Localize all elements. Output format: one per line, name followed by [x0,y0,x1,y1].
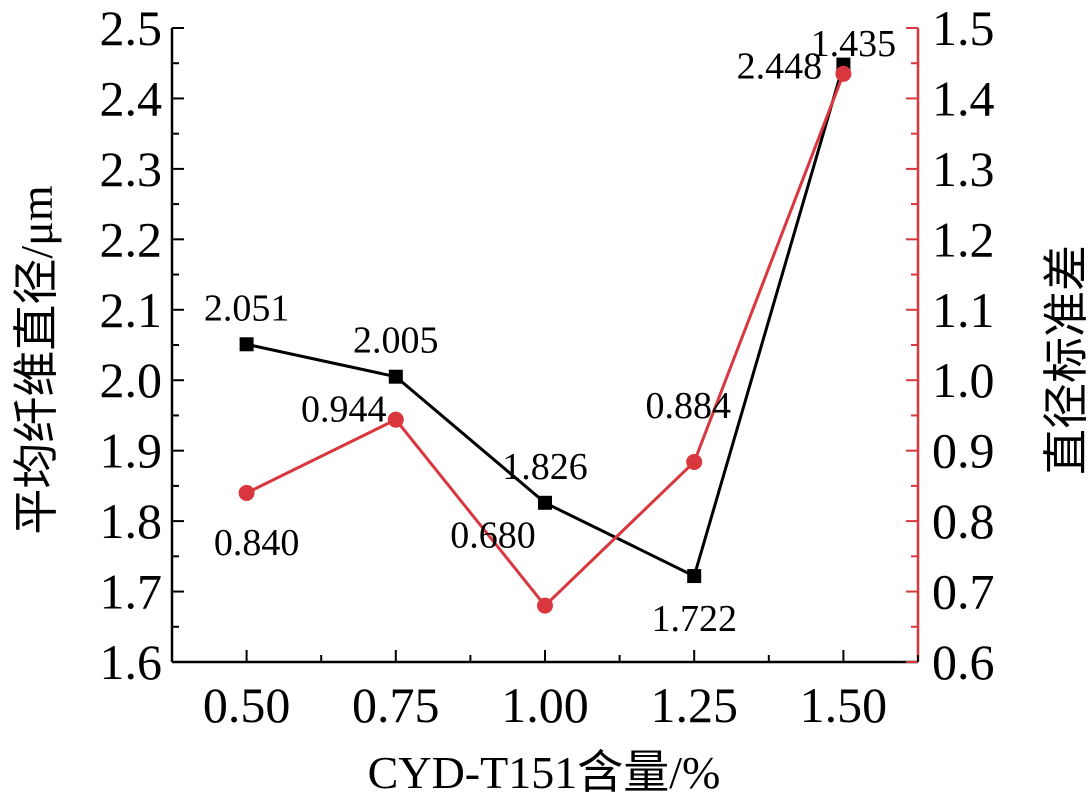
series-diameter-point [687,569,702,584]
data-label-diameter: 2.448 [737,46,823,88]
y2-tick-label: 0.9 [932,423,995,479]
x-tick-label: 1.25 [650,677,738,733]
data-label-std: 0.840 [214,522,300,564]
data-label-diameter: 1.826 [502,446,588,488]
series-std-line [245,73,845,608]
y-tick-label: 1.9 [100,423,163,479]
data-label-std: 0.680 [450,515,536,557]
y-tick-label: 2.0 [100,352,163,408]
data-label-std: 0.944 [301,389,387,431]
y2-tick-label: 0.6 [932,634,995,690]
y-tick-label: 2.2 [100,211,163,267]
y2-tick-label: 1.0 [932,352,995,408]
series-std-point [835,65,852,82]
series-diameter-point [538,495,552,510]
data-label-std: 0.884 [645,385,731,427]
y-tick-label: 2.4 [100,70,163,126]
x-axis-title: CYD-T151含量/% [368,747,721,798]
x-tick-label: 1.50 [800,677,888,733]
series-diameter-point [388,369,403,384]
y-tick-label: 2.5 [100,0,163,56]
data-label-diameter: 2.005 [353,320,439,362]
y2-tick-label: 1.1 [932,282,995,338]
y-tick-label: 1.6 [100,634,163,690]
x-tick-label: 0.75 [352,677,440,733]
data-label-diameter: 2.051 [204,287,290,329]
y-tick-label: 2.3 [100,141,163,197]
x-tick-label: 0.50 [203,677,291,733]
x-tick-label: 1.00 [501,677,589,733]
series-std-point [686,453,703,470]
y2-tick-label: 1.4 [932,70,995,126]
y2-tick-label: 0.7 [932,564,995,620]
y2-tick-label: 1.3 [932,141,995,197]
y2-tick-label: 0.8 [932,493,995,549]
y2-tick-label: 1.5 [932,0,995,56]
series-std-point [238,484,255,501]
series-diameter-point [239,337,254,352]
y-tick-label: 2.1 [100,282,163,338]
series-std-point [387,411,404,428]
data-label-diameter: 1.722 [651,598,737,640]
y2-tick-label: 1.2 [932,211,995,267]
series-std-point [537,597,553,614]
data-label-std: 1.435 [811,23,897,65]
y-tick-label: 1.8 [100,493,163,549]
y-axis-title: 平均纤维直径/μm [11,185,62,534]
y2-axis-title: 直径标准差 [1041,245,1089,475]
y-tick-label: 1.7 [100,564,163,620]
